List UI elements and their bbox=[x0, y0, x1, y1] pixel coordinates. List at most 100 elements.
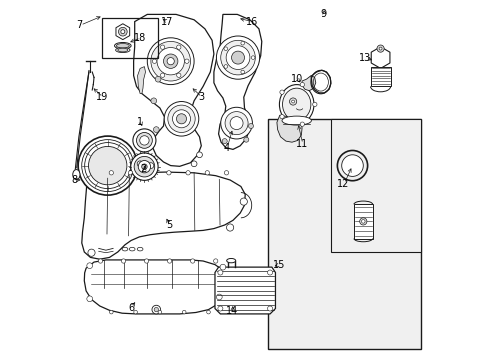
Circle shape bbox=[121, 259, 125, 263]
Circle shape bbox=[166, 171, 171, 175]
Polygon shape bbox=[133, 14, 213, 166]
Circle shape bbox=[291, 100, 294, 103]
Circle shape bbox=[157, 48, 184, 75]
Circle shape bbox=[147, 38, 194, 85]
Bar bbox=[102, 18, 158, 58]
Circle shape bbox=[361, 220, 365, 223]
Circle shape bbox=[213, 259, 218, 263]
Text: 16: 16 bbox=[245, 17, 257, 27]
Ellipse shape bbox=[279, 85, 313, 124]
Circle shape bbox=[267, 270, 272, 275]
Circle shape bbox=[138, 161, 150, 173]
Ellipse shape bbox=[115, 48, 130, 53]
Circle shape bbox=[130, 153, 158, 180]
Text: 9: 9 bbox=[320, 9, 326, 19]
Circle shape bbox=[87, 296, 92, 302]
Circle shape bbox=[241, 41, 244, 45]
Text: 12: 12 bbox=[337, 179, 349, 189]
Circle shape bbox=[164, 102, 199, 136]
Ellipse shape bbox=[114, 42, 131, 49]
Circle shape bbox=[220, 40, 255, 75]
Text: 10: 10 bbox=[290, 74, 302, 84]
Circle shape bbox=[222, 139, 227, 144]
Circle shape bbox=[267, 306, 272, 311]
Ellipse shape bbox=[282, 116, 311, 125]
Circle shape bbox=[216, 294, 222, 300]
Circle shape bbox=[279, 90, 284, 94]
Circle shape bbox=[147, 171, 152, 175]
Circle shape bbox=[185, 171, 190, 175]
Circle shape bbox=[78, 136, 137, 195]
Bar bbox=[370, 67, 390, 86]
Circle shape bbox=[154, 307, 158, 312]
Circle shape bbox=[167, 105, 195, 132]
Bar bbox=[353, 204, 372, 238]
Circle shape bbox=[152, 59, 156, 63]
Text: 6: 6 bbox=[128, 303, 134, 313]
Polygon shape bbox=[116, 24, 129, 40]
Circle shape bbox=[81, 140, 133, 192]
Text: 7: 7 bbox=[76, 20, 82, 30]
Circle shape bbox=[244, 137, 248, 142]
Circle shape bbox=[88, 147, 126, 185]
Bar bbox=[330, 119, 420, 252]
Ellipse shape bbox=[226, 258, 235, 263]
Text: 13: 13 bbox=[358, 53, 370, 63]
Polygon shape bbox=[137, 67, 145, 94]
Text: 1: 1 bbox=[137, 117, 143, 127]
Circle shape bbox=[109, 171, 113, 175]
Circle shape bbox=[220, 107, 252, 139]
Text: 4: 4 bbox=[223, 143, 229, 153]
Text: 18: 18 bbox=[134, 33, 146, 43]
Circle shape bbox=[218, 270, 223, 275]
Circle shape bbox=[118, 27, 127, 36]
Circle shape bbox=[109, 310, 113, 314]
Circle shape bbox=[341, 155, 363, 176]
Circle shape bbox=[167, 58, 174, 65]
Circle shape bbox=[151, 41, 190, 81]
Circle shape bbox=[300, 122, 304, 126]
Text: 14: 14 bbox=[225, 306, 238, 316]
Circle shape bbox=[241, 70, 244, 74]
Text: 3: 3 bbox=[198, 92, 204, 102]
Text: 17: 17 bbox=[161, 17, 173, 27]
Ellipse shape bbox=[129, 247, 135, 251]
Ellipse shape bbox=[282, 88, 310, 121]
Circle shape bbox=[300, 82, 304, 87]
Circle shape bbox=[160, 73, 164, 77]
Ellipse shape bbox=[118, 48, 127, 52]
Circle shape bbox=[231, 51, 244, 64]
Circle shape bbox=[359, 218, 366, 225]
Circle shape bbox=[378, 47, 381, 50]
Text: 11: 11 bbox=[295, 139, 307, 149]
Circle shape bbox=[176, 114, 186, 124]
Circle shape bbox=[87, 263, 92, 269]
Circle shape bbox=[224, 171, 228, 175]
Circle shape bbox=[289, 98, 296, 105]
Circle shape bbox=[218, 306, 223, 311]
Text: 2: 2 bbox=[140, 164, 146, 174]
Circle shape bbox=[172, 110, 190, 128]
Circle shape bbox=[251, 56, 254, 59]
Ellipse shape bbox=[116, 44, 129, 48]
Circle shape bbox=[137, 161, 142, 167]
Circle shape bbox=[182, 310, 185, 314]
Circle shape bbox=[142, 164, 147, 170]
Polygon shape bbox=[215, 267, 275, 314]
Circle shape bbox=[121, 30, 124, 34]
Polygon shape bbox=[370, 47, 389, 68]
Ellipse shape bbox=[122, 247, 127, 251]
Circle shape bbox=[140, 136, 149, 145]
Circle shape bbox=[224, 65, 227, 68]
Circle shape bbox=[136, 132, 152, 148]
Circle shape bbox=[84, 143, 130, 189]
Ellipse shape bbox=[73, 170, 80, 180]
Circle shape bbox=[128, 171, 132, 175]
Circle shape bbox=[153, 127, 159, 132]
Ellipse shape bbox=[137, 247, 142, 251]
Circle shape bbox=[240, 198, 247, 205]
Circle shape bbox=[88, 249, 95, 256]
Circle shape bbox=[191, 161, 197, 167]
Circle shape bbox=[226, 224, 233, 231]
Circle shape bbox=[224, 47, 227, 50]
